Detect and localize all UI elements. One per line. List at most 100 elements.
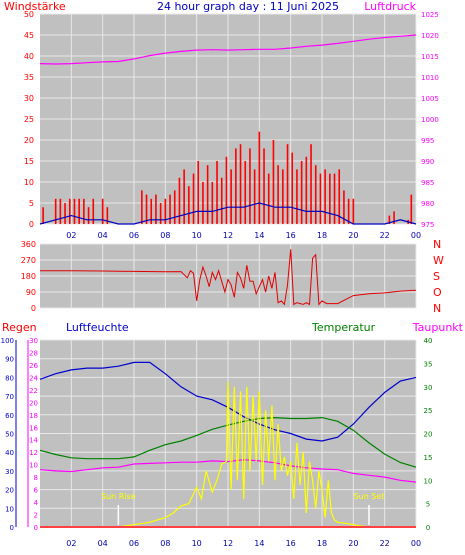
x-tick-label: 14: [254, 539, 264, 548]
temperature-axis-label: Temperatur: [311, 321, 376, 334]
wind-axis-label: Windstärke: [4, 0, 66, 13]
dewpoint-tick-label: 28: [29, 349, 38, 357]
x-tick-label: 04: [98, 231, 108, 240]
humidity-tick-label: 40: [5, 449, 14, 457]
rain-axis-label: Regen: [2, 321, 37, 334]
dewpoint-tick-label: 20: [29, 399, 38, 407]
dewpoint-tick-label: 0: [34, 524, 38, 532]
wind-tick-label: 30: [24, 94, 34, 103]
wind-tick-label: 15: [24, 157, 34, 166]
chart-1-wind-pressure: Windstärke 24 hour graph day : 11 Juni 2…: [4, 0, 439, 240]
temperature-tick-label: 35: [424, 360, 433, 368]
dewpoint-tick-label: 24: [29, 374, 38, 382]
temperature-tick-label: 25: [424, 407, 433, 415]
humidity-tick-label: 50: [5, 431, 14, 439]
dewpoint-tick-label: 6: [34, 487, 39, 495]
x-tick-label: 10: [192, 539, 202, 548]
humidity-tick-label: 80: [5, 374, 14, 382]
humidity-tick-label: 100: [1, 337, 14, 345]
dewpoint-tick-label: 8: [34, 474, 38, 482]
direction-tick-label: 270: [21, 256, 36, 265]
direction-tick-label: 0: [31, 304, 36, 313]
wind-avg-line: [39, 202, 417, 225]
wind-tick-label: 5: [29, 199, 34, 208]
x-tick-label: 16: [286, 231, 296, 240]
pressure-line: [39, 34, 417, 65]
sun-rise-label: Sun Rise: [101, 492, 136, 501]
x-tick-label: 22: [380, 231, 390, 240]
x-tick-label: 00: [411, 539, 421, 548]
x-tick-label: 14: [254, 231, 264, 240]
dewpoint-tick-label: 10: [29, 462, 38, 470]
temperature-tick-label: 30: [424, 384, 433, 392]
pressure-tick-label: 1010: [421, 74, 439, 82]
x-tick-label: 08: [160, 539, 170, 548]
x-tick-label: 12: [223, 539, 233, 548]
wind-tick-label: 25: [24, 115, 34, 124]
pressure-tick-label: 980: [421, 200, 434, 208]
temperature-tick-label: 20: [424, 431, 433, 439]
temperature-tick-label: 40: [424, 337, 433, 345]
x-tick-label: 04: [98, 539, 108, 548]
pressure-tick-label: 985: [421, 179, 434, 187]
pressure-tick-label: 1025: [421, 11, 439, 19]
x-tick-label: 16: [286, 539, 296, 548]
dewpoint-line: [39, 459, 417, 483]
dewpoint-tick-label: 22: [29, 387, 38, 395]
humidity-tick-label: 90: [5, 356, 14, 364]
x-tick-label: 00: [411, 231, 421, 240]
x-tick-label: 18: [317, 539, 327, 548]
pressure-tick-label: 975: [421, 221, 434, 229]
humidity-tick-label: 70: [5, 393, 14, 401]
x-tick-label: 12: [223, 231, 233, 240]
direction-tick-label: 90: [26, 288, 36, 297]
humidity-tick-label: 60: [5, 412, 14, 420]
pressure-tick-label: 990: [421, 158, 434, 166]
wind-tick-label: 0: [29, 220, 34, 229]
temperature-tick-label: 10: [424, 477, 433, 485]
sun-set-label: Sun Set: [354, 492, 385, 501]
humidity-tick-label: 0: [10, 524, 14, 532]
chart-3-climate: Regen Luftfeuchte Temperatur Taupunkt 10…: [1, 321, 464, 548]
x-tick-label: 06: [129, 231, 139, 240]
dewpoint-tick-label: 18: [29, 412, 38, 420]
wind-tick-label: 35: [24, 73, 34, 82]
temperature-tick-label: 15: [424, 454, 433, 462]
wind-tick-label: 20: [24, 136, 34, 145]
x-tick-label: 06: [129, 539, 139, 548]
wind-tick-label: 40: [24, 52, 34, 61]
x-tick-label: 20: [348, 539, 358, 548]
page-title: 24 hour graph day : 11 Juni 2025: [157, 0, 339, 13]
temperature-tick-label: 0: [426, 524, 430, 532]
pressure-tick-label: 1015: [421, 53, 439, 61]
dewpoint-tick-label: 12: [29, 449, 38, 457]
pressure-tick-label: 1005: [421, 95, 439, 103]
dewpoint-tick-label: 14: [29, 437, 38, 445]
wind-tick-label: 10: [24, 178, 34, 187]
compass-label: S: [433, 270, 440, 283]
x-tick-label: 22: [380, 539, 390, 548]
dewpoint-tick-label: 16: [29, 424, 38, 432]
direction-line: [40, 249, 417, 306]
temperature-line: [39, 416, 417, 468]
pressure-tick-label: 995: [421, 137, 434, 145]
compass-label: N: [433, 238, 441, 251]
x-tick-label: 02: [66, 231, 76, 240]
pressure-axis-label: Luftdruck: [364, 0, 416, 13]
x-tick-label: 20: [348, 231, 358, 240]
dewpoint-axis-label: Taupunkt: [412, 321, 464, 334]
compass-label: N: [433, 302, 441, 315]
compass-label: O: [433, 286, 442, 299]
x-tick-label: 02: [66, 539, 76, 548]
pressure-tick-label: 1000: [421, 116, 439, 124]
humidity-tick-label: 10: [5, 505, 14, 513]
dewpoint-tick-label: 30: [29, 337, 38, 345]
x-tick-label: 18: [317, 231, 327, 240]
direction-tick-label: 180: [21, 272, 36, 281]
dewpoint-tick-label: 2: [34, 512, 38, 520]
compass-label: W: [433, 254, 444, 267]
humidity-tick-label: 20: [5, 487, 14, 495]
x-tick-label: 10: [192, 231, 202, 240]
temperature-tick-label: 5: [426, 501, 430, 509]
